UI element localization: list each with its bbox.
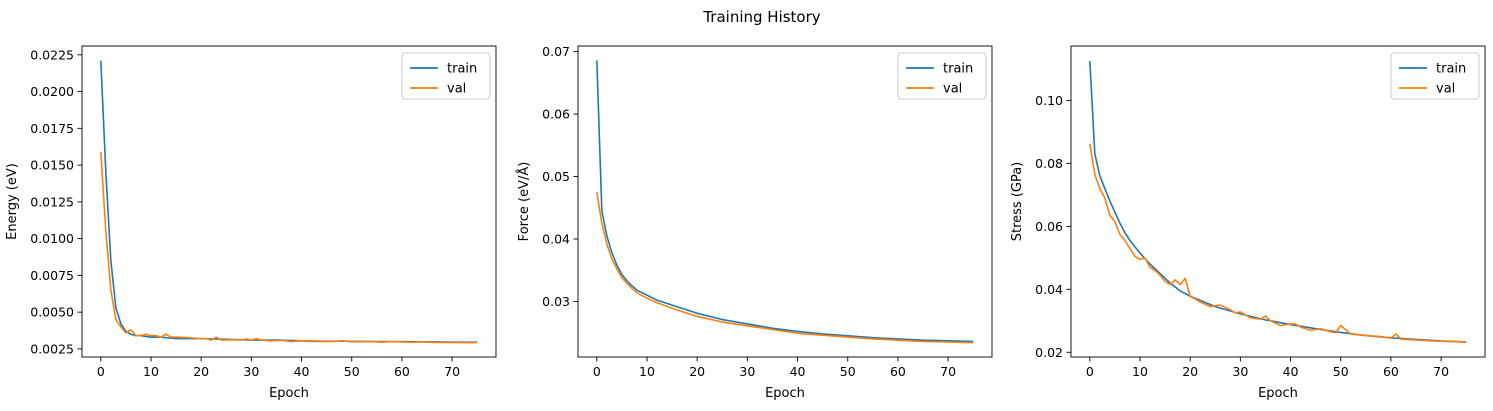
energy-y-tick-label: 0.0075 (30, 268, 74, 283)
stress-legend: train val (1390, 52, 1480, 100)
energy-x-tick-label: 30 (243, 364, 259, 379)
energy-x-tick-label: 60 (394, 364, 410, 379)
force-y-tick-label: 0.07 (542, 44, 570, 59)
energy-y-tick-label: 0.0175 (30, 121, 74, 136)
force-x-tick-label: 10 (639, 364, 655, 379)
energy-x-tick-label: 70 (444, 364, 460, 379)
stress-legend-label-train: train (1436, 62, 1466, 77)
energy-val-line (100, 151, 478, 344)
stress-y-tick-label: 0.08 (1035, 156, 1063, 171)
stress-train-line (1089, 61, 1467, 343)
energy-y-tick-label: 0.0150 (30, 158, 74, 173)
energy-y-tick-label: 0.0200 (30, 84, 74, 99)
force-y-tick-label: 0.03 (542, 294, 570, 309)
energy-x-tick-label: 50 (344, 364, 360, 379)
force-x-tick-label: 0 (593, 364, 601, 379)
force-train-line (596, 60, 974, 343)
stress-x-tick-label: 10 (1132, 364, 1148, 379)
force-x-tick-label: 50 (840, 364, 856, 379)
stress-x-tick-label: 30 (1232, 364, 1248, 379)
force-y-tick-label: 0.06 (542, 107, 570, 122)
energy-y-tick-label: 0.0125 (30, 194, 74, 209)
force-x-axis-label: Epoch (765, 386, 805, 401)
energy-x-tick-label: 40 (294, 364, 310, 379)
force-y-tick-label: 0.05 (542, 169, 570, 184)
energy-chart: 0 10 20 30 40 50 60 70 0.0025 0.0050 0.0075 0.0100 0… (5, 45, 497, 401)
force-x-tick-label: 40 (790, 364, 806, 379)
stress-x-tick-label: 40 (1283, 364, 1299, 379)
force-chart: 0 10 20 30 40 50 60 70 0.03 0.04 0.05 0.06 0.07 Epoch… (516, 44, 993, 401)
force-x-tick-label: 60 (890, 364, 906, 379)
stress-y-tick-label: 0.10 (1035, 93, 1063, 108)
energy-x-axis-label: Epoch (269, 386, 309, 401)
stress-chart: 0 10 20 30 40 50 60 70 0.02 0.04 0.06 0.08 0.10 Epoch… (1010, 45, 1486, 401)
force-legend: train val (897, 52, 987, 100)
stress-y-tick-label: 0.04 (1035, 282, 1063, 297)
energy-train-line (100, 60, 478, 343)
force-x-tick-label: 20 (689, 364, 705, 379)
stress-x-axis-label: Epoch (1258, 386, 1298, 401)
stress-y-axis-label: Stress (GPa) (1010, 162, 1025, 242)
energy-x-tick-label: 0 (97, 364, 105, 379)
stress-y-tick-label: 0.02 (1035, 345, 1063, 360)
stress-y-tick-label: 0.06 (1035, 219, 1063, 234)
force-legend-label-train: train (943, 62, 973, 77)
energy-y-tick-label: 0.0050 (30, 305, 74, 320)
energy-y-tick-label: 0.0225 (30, 47, 74, 62)
force-y-axis-label: Force (eV/Å) (516, 162, 532, 242)
energy-legend-label-train: train (447, 62, 477, 77)
figure-title: Training History (702, 8, 820, 26)
stress-legend-label-val: val (1436, 82, 1455, 97)
stress-axes-frame (1070, 45, 1486, 358)
energy-x-tick-label: 10 (143, 364, 159, 379)
stress-x-tick-label: 20 (1182, 364, 1198, 379)
force-val-line (596, 192, 974, 344)
energy-legend: train val (401, 52, 491, 100)
stress-val-line (1089, 143, 1467, 344)
force-x-tick-label: 30 (739, 364, 755, 379)
energy-y-tick-label: 0.0025 (30, 341, 74, 356)
stress-x-tick-label: 0 (1086, 364, 1094, 379)
force-y-tick-label: 0.04 (542, 231, 570, 246)
stress-x-tick-label: 50 (1333, 364, 1349, 379)
force-legend-label-val: val (943, 82, 962, 97)
energy-y-axis-label: Energy (eV) (5, 163, 20, 240)
energy-x-tick-label: 20 (193, 364, 209, 379)
stress-x-tick-label: 70 (1433, 364, 1449, 379)
force-x-tick-label: 70 (940, 364, 956, 379)
stress-x-tick-label: 60 (1383, 364, 1399, 379)
energy-legend-label-val: val (447, 82, 466, 97)
force-axes-frame (577, 45, 993, 358)
energy-y-tick-label: 0.0100 (30, 231, 74, 246)
